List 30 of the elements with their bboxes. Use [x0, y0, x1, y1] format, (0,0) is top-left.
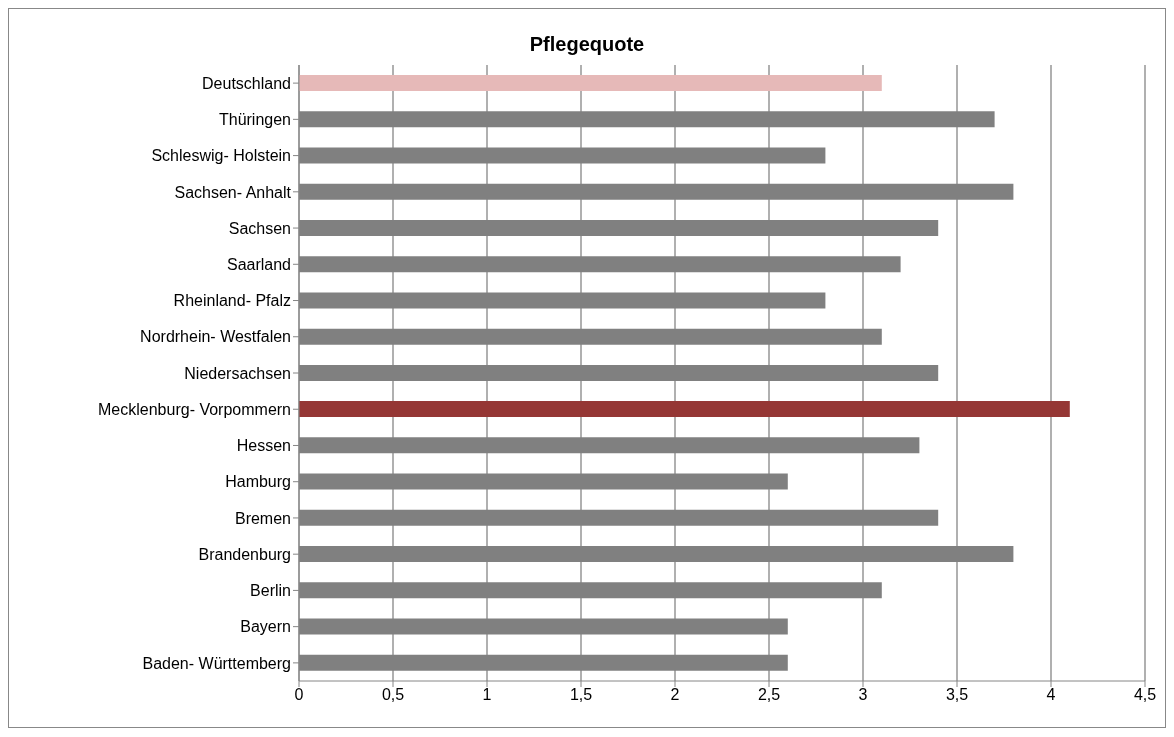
y-tick-label: Bremen — [234, 509, 291, 527]
y-tick-label: Hamburg — [225, 473, 291, 491]
y-tick-label: Mecklenburg- Vorpommern — [98, 400, 291, 418]
bar — [299, 75, 882, 91]
x-tick-label: 0,5 — [381, 686, 405, 704]
y-tick-label: Saarland — [226, 255, 291, 273]
x-tick-label: 4 — [1046, 686, 1056, 704]
x-tick-label: 4,5 — [1133, 686, 1157, 704]
y-tick-label: Bayern — [240, 618, 291, 636]
chart-title: Pflegequote — [528, 32, 646, 57]
x-tick-label: 1 — [482, 686, 492, 704]
x-tick-label: 2 — [670, 686, 680, 704]
y-tick-label: Rheinland- Pfalz — [173, 292, 291, 310]
y-tick-label: Sachsen — [228, 219, 291, 237]
bar — [299, 401, 1070, 418]
x-tick-label: 0 — [294, 686, 304, 704]
y-tick-label: Berlin — [250, 582, 291, 600]
x-tick-label: 3,5 — [945, 686, 969, 704]
y-tick-label: Schleswig- Holstein — [151, 147, 291, 165]
y-tick-label: Hessen — [236, 437, 291, 455]
y-tick-label: Thüringen — [218, 111, 291, 129]
y-tick-label: Sachsen- Anhalt — [174, 183, 292, 201]
y-tick-label: Deutschland — [202, 74, 291, 92]
x-tick-label: 3 — [858, 686, 868, 704]
y-tick-label: Brandenburg — [198, 545, 291, 563]
y-tick-label: Niedersachsen — [184, 364, 291, 382]
y-tick-label: Baden- Württemberg — [142, 654, 291, 672]
y-tick-label: Nordrhein- Westfalen — [140, 328, 291, 346]
x-tick-label: 2,5 — [757, 686, 781, 704]
x-tick-label: 1,5 — [569, 686, 593, 704]
